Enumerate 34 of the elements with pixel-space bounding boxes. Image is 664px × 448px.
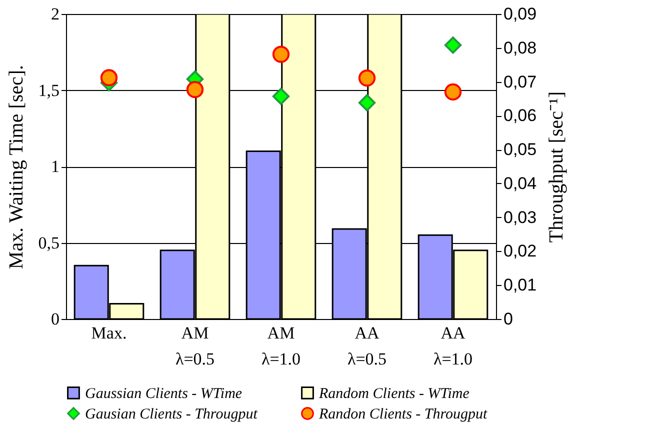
point [444,83,462,101]
x-tick-label: AA λ=1.0 [433,324,473,368]
point [272,88,290,105]
y2-tick-label: 0,05 [504,140,537,160]
legend-label: Gaussian Clients - WTime [85,386,242,402]
y2-tick-label: 0 [504,310,513,328]
y2-tick-label: 0,09 [504,4,537,24]
point [358,69,376,87]
legend-label: Randon Clients - Througput [318,406,488,422]
y-tick-label: 1 [51,157,60,176]
point [100,69,118,86]
x-tick-label: AM λ=1.0 [261,324,301,368]
y2-tick-label: 0,03 [504,208,537,227]
y-tick-label: 2 [51,4,60,24]
y2-tick-label: 0,07 [504,72,537,92]
point [444,36,462,54]
legend-label: Gausian Clients - Througput [85,406,258,422]
point [358,94,376,112]
y-axis-title: Max. Waiting Time [sec]. [5,64,28,270]
x-tick-label: AA λ=0.5 [347,324,387,368]
y2-tick-label: 0,06 [504,106,537,126]
point [186,81,204,98]
y-tick-label: 0 [51,310,60,328]
y2-tick-label: 0,08 [504,38,537,58]
y-tick-label: 0,5 [38,233,60,252]
y-tick-label: 1,5 [38,80,60,100]
x-tick-label: AM λ=0.5 [175,324,215,368]
legend-label: Random Clients - WTime [318,386,470,402]
y2-tick-label: 0,01 [504,276,537,295]
y2-tick-label: 0,02 [504,242,537,261]
y2-tick-label: 0,04 [504,174,537,193]
y2-axis-title: Throughput [sec⁻¹] [546,91,568,243]
point [272,46,290,63]
x-tick-label: Max. [91,324,127,342]
